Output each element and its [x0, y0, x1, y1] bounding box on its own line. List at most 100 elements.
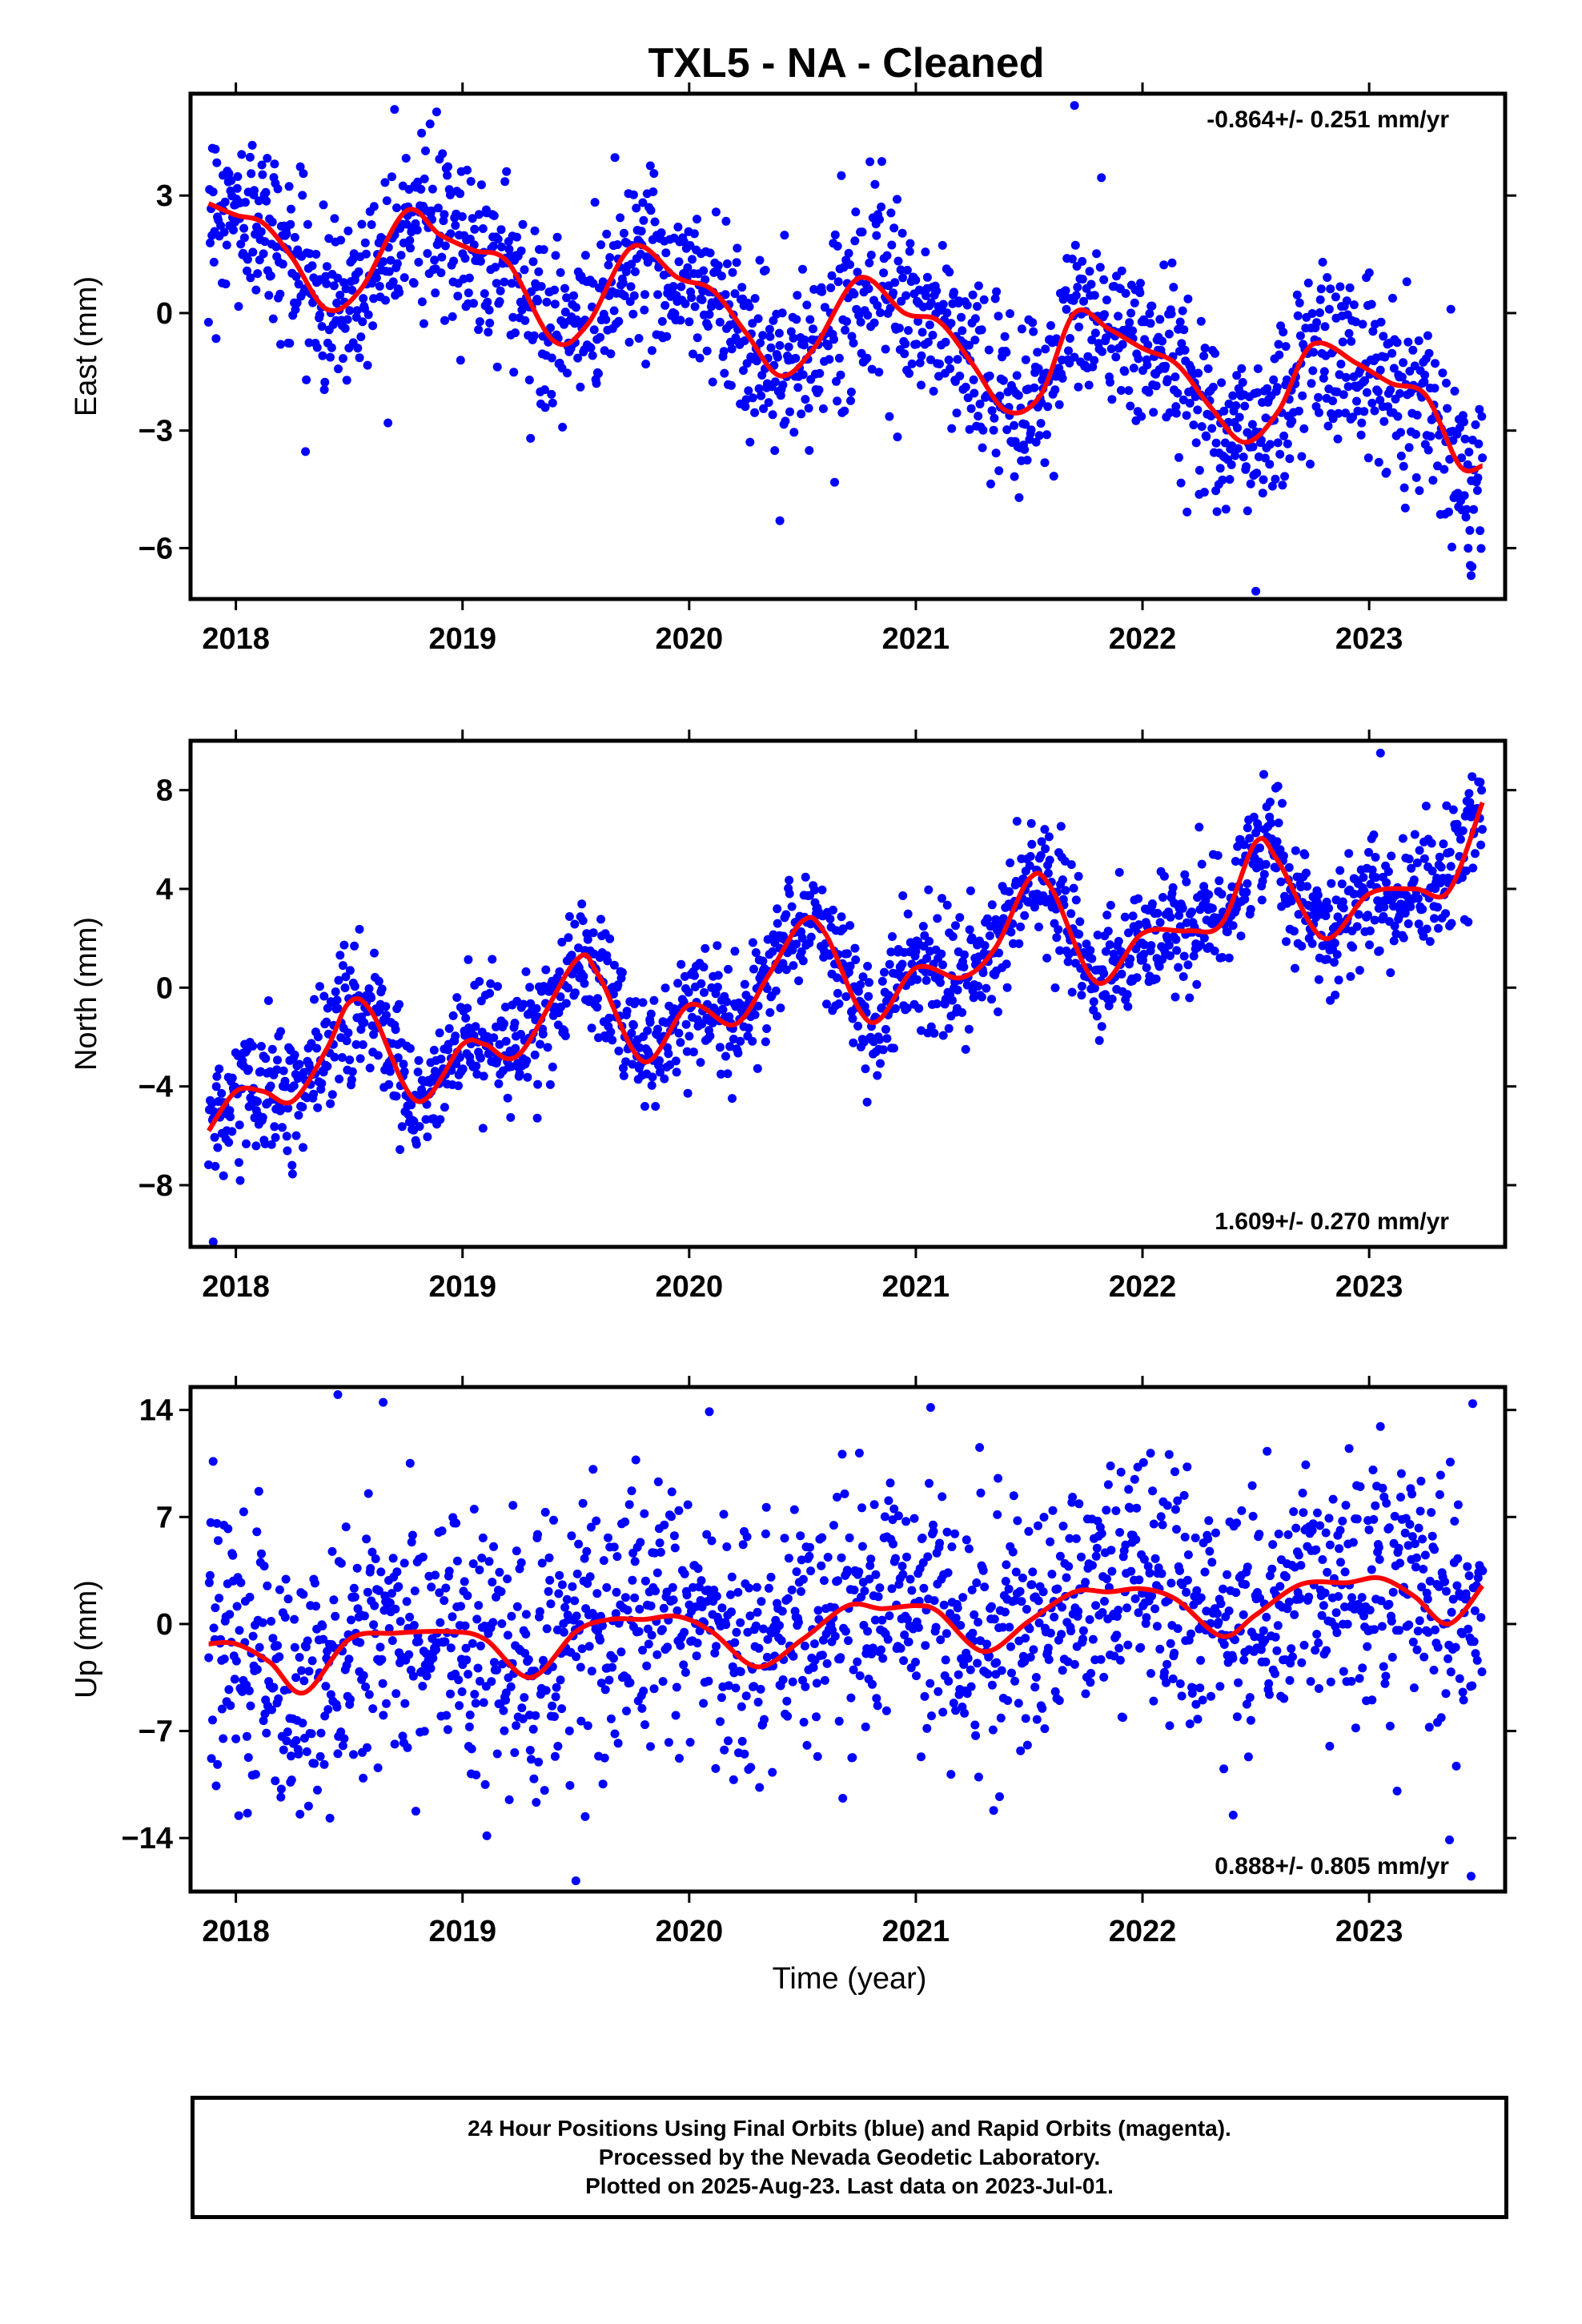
data-point [496, 286, 505, 296]
data-point [1375, 365, 1385, 375]
data-point [337, 1053, 347, 1062]
data-point [1215, 464, 1225, 473]
data-point [1325, 1742, 1335, 1751]
data-point [749, 964, 758, 974]
data-point [1355, 966, 1364, 975]
data-point [1299, 1640, 1309, 1650]
data-point [363, 360, 372, 370]
data-point [857, 1542, 867, 1551]
data-point [1473, 473, 1483, 483]
data-point [1146, 319, 1155, 328]
data-point [1220, 438, 1230, 448]
data-point [1267, 481, 1277, 491]
data-point [693, 333, 702, 343]
data-point [1368, 327, 1378, 336]
data-point [652, 1568, 662, 1578]
data-point [609, 1542, 619, 1552]
data-point [851, 955, 861, 964]
data-point [484, 1557, 494, 1566]
x-tick-label: 2023 [1335, 622, 1403, 656]
data-point [561, 999, 571, 1008]
data-point [751, 1621, 761, 1630]
data-point [1021, 1634, 1030, 1643]
data-point [598, 277, 608, 287]
data-point [395, 287, 404, 297]
data-point [953, 355, 962, 364]
data-point [383, 418, 393, 428]
data-point [1170, 372, 1180, 382]
data-point [787, 902, 797, 911]
data-point [1006, 927, 1016, 937]
data-point [1274, 1530, 1283, 1538]
data-point [453, 292, 463, 301]
data-point [656, 1547, 665, 1557]
data-point [418, 1682, 428, 1691]
data-point [1046, 321, 1055, 330]
data-point [1419, 377, 1429, 387]
data-point [225, 1610, 235, 1619]
data-point [608, 1663, 617, 1672]
data-point [353, 344, 363, 353]
data-point [660, 1074, 669, 1084]
data-point [754, 384, 764, 393]
data-point [1334, 975, 1343, 985]
data-point [1120, 367, 1130, 376]
data-point [501, 1036, 511, 1046]
data-point [833, 1493, 841, 1502]
data-point [1034, 364, 1043, 373]
data-point [1396, 899, 1405, 909]
data-point [685, 317, 694, 327]
data-point [400, 1699, 410, 1708]
data-point [304, 338, 314, 348]
data-point [746, 1763, 756, 1772]
data-point [624, 1500, 634, 1510]
data-point [1283, 1604, 1292, 1614]
data-point [1146, 1449, 1155, 1458]
data-point [276, 1784, 286, 1794]
data-point [210, 1132, 219, 1142]
data-point [960, 950, 969, 959]
data-point [1099, 1672, 1109, 1682]
data-point [687, 293, 697, 303]
data-point [1170, 992, 1180, 1002]
data-point [727, 344, 737, 354]
data-point [967, 933, 977, 943]
data-point [1233, 842, 1243, 851]
data-point [937, 949, 946, 959]
data-point [728, 1094, 737, 1104]
data-point [917, 1026, 926, 1035]
data-point [1283, 439, 1292, 448]
data-point [768, 410, 777, 420]
data-point [1477, 786, 1487, 795]
data-point [327, 1090, 337, 1100]
data-point [1242, 887, 1251, 897]
data-point [1097, 173, 1106, 183]
data-point [444, 1023, 454, 1033]
data-point [724, 1681, 733, 1691]
data-point [321, 1682, 331, 1691]
data-point [255, 1642, 264, 1652]
data-point [640, 1576, 650, 1586]
data-point [1125, 318, 1134, 328]
data-point [1367, 300, 1376, 309]
data-point [1015, 1586, 1025, 1596]
data-point [1055, 946, 1065, 955]
data-point [1008, 1547, 1018, 1557]
data-point [1414, 919, 1423, 929]
data-point [1420, 370, 1430, 380]
data-point [224, 169, 234, 179]
data-point [887, 1584, 897, 1594]
data-point [1433, 903, 1442, 912]
data-point [789, 1505, 799, 1514]
data-point [548, 1062, 557, 1072]
data-point [391, 1689, 401, 1699]
data-point [518, 219, 528, 229]
data-point [975, 400, 985, 408]
data-point [993, 1510, 1002, 1519]
data-point [935, 1538, 945, 1548]
data-point [638, 1646, 648, 1655]
data-point [674, 1506, 684, 1515]
data-point [888, 932, 897, 941]
